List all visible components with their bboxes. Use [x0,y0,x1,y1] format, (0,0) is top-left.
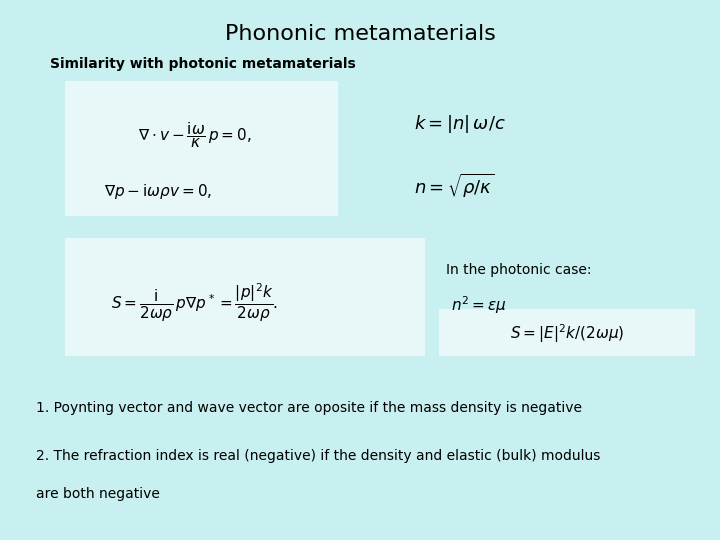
FancyBboxPatch shape [439,309,695,356]
FancyBboxPatch shape [65,238,425,356]
Text: In the photonic case:: In the photonic case: [446,263,592,277]
Text: Similarity with photonic metamaterials: Similarity with photonic metamaterials [50,57,356,71]
Text: $k = |n|\,\omega/c$: $k = |n|\,\omega/c$ [414,113,505,135]
Text: 2. The refraction index is real (negative) if the density and elastic (bulk) mod: 2. The refraction index is real (negativ… [36,449,600,463]
Text: $S{=}|E|^2k/(2\omega\mu)$: $S{=}|E|^2k/(2\omega\mu)$ [510,322,624,345]
Text: $\nabla p - \mathrm{i}\omega\rho v = 0,$: $\nabla p - \mathrm{i}\omega\rho v = 0,$ [104,182,212,201]
Text: 1. Poynting vector and wave vector are oposite if the mass density is negative: 1. Poynting vector and wave vector are o… [36,401,582,415]
Text: $n^2{=}\varepsilon\mu$: $n^2{=}\varepsilon\mu$ [451,294,507,316]
Text: $\nabla \cdot v - \dfrac{\mathrm{i}\omega}{\kappa}\, p = 0,$: $\nabla \cdot v - \dfrac{\mathrm{i}\omeg… [138,120,251,150]
FancyBboxPatch shape [65,81,338,216]
Text: $n = \sqrt{\rho/\kappa}$: $n = \sqrt{\rho/\kappa}$ [414,172,495,200]
Text: are both negative: are both negative [36,487,160,501]
Text: Phononic metamaterials: Phononic metamaterials [225,24,495,44]
Text: $S = \dfrac{\mathrm{i}}{2\omega\rho}\,p\nabla p^* = \dfrac{|p|^2 k}{2\omega\rho}: $S = \dfrac{\mathrm{i}}{2\omega\rho}\,p\… [111,281,278,323]
